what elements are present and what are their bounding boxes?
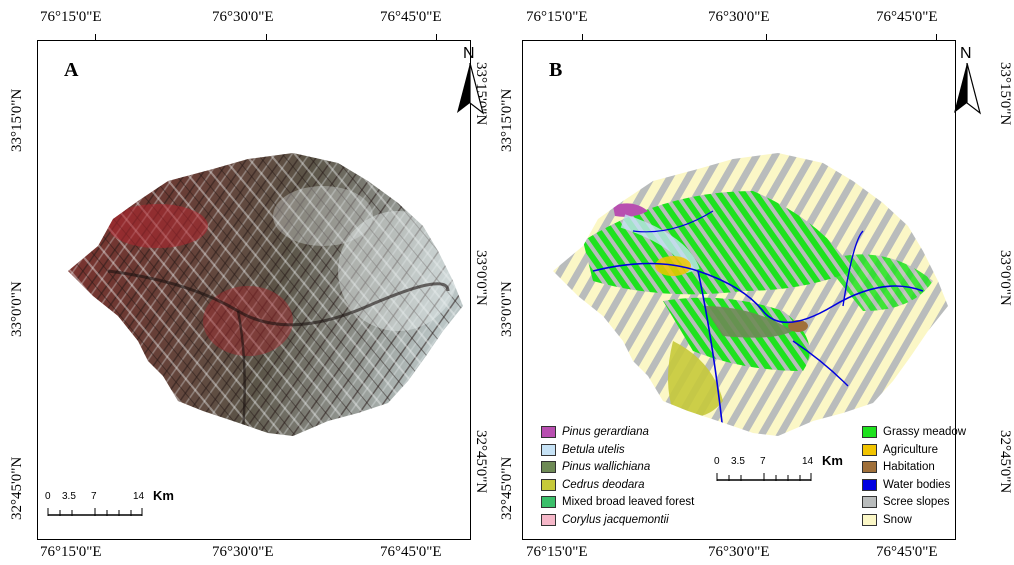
legend-label: Water bodies [883, 478, 951, 491]
legend-label: Habitation [883, 461, 935, 473]
legend-item: Water bodies [862, 478, 951, 491]
lat-label-b-right-2: 33°0'0"N [997, 250, 1013, 306]
north-arrow-icon: N [455, 45, 489, 117]
scale-tick-label: 7 [760, 456, 766, 467]
lon-label-top-b-2: 76°30'0"E [708, 9, 770, 25]
lat-label-b-right-1: 33°15'0"N [997, 62, 1013, 126]
tick [936, 34, 937, 40]
legend-item: Pinus gerardiana [541, 426, 649, 438]
lat-label-a-left-3: 32°45'0"N [9, 456, 25, 520]
scale-bar-graphic [47, 508, 143, 516]
tick [436, 34, 437, 40]
legend-swatch [541, 496, 556, 508]
lat-label-a-left-1: 33°15'0"N [9, 88, 25, 152]
scale-tick-label: 3.5 [62, 491, 76, 502]
legend-label: Betula utelis [562, 443, 625, 456]
legend-swatch [862, 443, 877, 456]
lat-label-a-left-2: 33°0'0"N [9, 281, 25, 337]
panel-a-letter: A [64, 59, 79, 81]
legend-swatch [862, 513, 877, 526]
lon-label-bottom-a-3: 76°45'0"E [380, 544, 442, 560]
legend-item: Corylus jacquemontii [541, 513, 669, 526]
lon-label-top-b-3: 76°45'0"E [876, 9, 938, 25]
legend-item: Cedrus deodara [541, 478, 645, 491]
lat-label-b-left-2: 33°0'0"N [499, 281, 515, 337]
lon-label-top-a-2: 76°30'0"E [212, 9, 274, 25]
legend-item: Grassy meadow [862, 426, 966, 438]
lon-label-top-a-1: 76°15'0"E [40, 9, 102, 25]
scale-unit: Km [153, 488, 174, 503]
legend-label: Grassy meadow [883, 426, 967, 438]
scale-bar-graphic [716, 473, 812, 481]
scale-tick-label: 0 [714, 456, 720, 467]
legend-label: Pinus wallichiana [562, 461, 651, 473]
legend-label: Snow [883, 513, 912, 526]
scale-bar-b: 0 3.5 7 14 Km [714, 453, 856, 486]
lon-label-bottom-a-1: 76°15'0"E [40, 544, 102, 560]
lon-label-bottom-b-1: 76°15'0"E [526, 544, 588, 560]
lon-label-top-a-3: 76°45'0"E [380, 9, 442, 25]
north-label-a: N [463, 45, 475, 62]
legend-swatch [541, 426, 556, 438]
lat-label-a-right-2: 33°0'0"N [473, 250, 489, 306]
legend-swatch [541, 478, 556, 491]
legend-label: Pinus gerardiana [562, 426, 649, 438]
lon-label-bottom-b-2: 76°30'0"E [708, 544, 770, 560]
satellite-image [68, 153, 463, 436]
panel-b-landcover-map: B [522, 40, 956, 540]
north-arrow-shape [457, 63, 485, 115]
panel-a-satellite-map: A [37, 40, 471, 540]
tick [582, 34, 583, 40]
scale-tick-label: 7 [91, 491, 97, 502]
legend-swatch [541, 513, 556, 526]
legend-swatch [862, 426, 877, 438]
scale-bar-a: 0 3.5 7 14 Km [45, 488, 187, 521]
legend-swatch [862, 478, 877, 491]
scale-tick-label: 0 [45, 491, 51, 502]
legend-item: Agriculture [862, 443, 938, 456]
legend-swatch [862, 496, 877, 508]
legend-right: Grassy meadow Agriculture Habitation Water … [862, 426, 992, 536]
legend-swatch [541, 443, 556, 456]
legend-label: Corylus jacquemontii [562, 513, 669, 526]
north-arrow-icon: N [952, 45, 986, 117]
legend-item: Mixed broad leaved forest [541, 496, 694, 508]
legend-swatch [541, 461, 556, 473]
legend-left: Pinus gerardiana Betula utelis Pinus walli… [541, 426, 721, 536]
scale-tick-label: 14 [133, 491, 145, 502]
legend-item: Scree slopes [862, 496, 949, 508]
lat-label-b-left-1: 33°15'0"N [499, 88, 515, 152]
legend-label: Scree slopes [883, 496, 950, 508]
tick [95, 34, 96, 40]
lon-label-bottom-a-2: 76°30'0"E [212, 544, 274, 560]
legend-item: Betula utelis [541, 443, 625, 456]
north-arrow-shape [954, 63, 982, 115]
legend-item: Pinus wallichiana [541, 461, 650, 473]
scale-tick-label: 14 [802, 456, 814, 467]
north-label-b: N [960, 45, 972, 62]
legend-label: Mixed broad leaved forest [562, 496, 695, 508]
legend-item: Habitation [862, 461, 935, 473]
panel-b-letter: B [549, 59, 563, 81]
scale-tick-label: 3.5 [731, 456, 745, 467]
legend-item: Snow [862, 513, 912, 526]
legend-label: Agriculture [883, 443, 938, 456]
lat-label-b-right-3: 32°45'0"N [997, 430, 1013, 494]
lon-label-bottom-b-3: 76°45'0"E [876, 544, 938, 560]
landcover-map [553, 153, 948, 436]
legend-label: Cedrus deodara [562, 478, 645, 491]
legend-swatch [862, 461, 877, 473]
lat-label-a-right-3: 32°45'0"N [473, 430, 489, 494]
lat-label-b-left-3: 32°45'0"N [499, 456, 515, 520]
tick [766, 34, 767, 40]
lon-label-top-b-1: 76°15'0"E [526, 9, 588, 25]
scale-unit: Km [822, 453, 843, 468]
tick [266, 34, 267, 40]
